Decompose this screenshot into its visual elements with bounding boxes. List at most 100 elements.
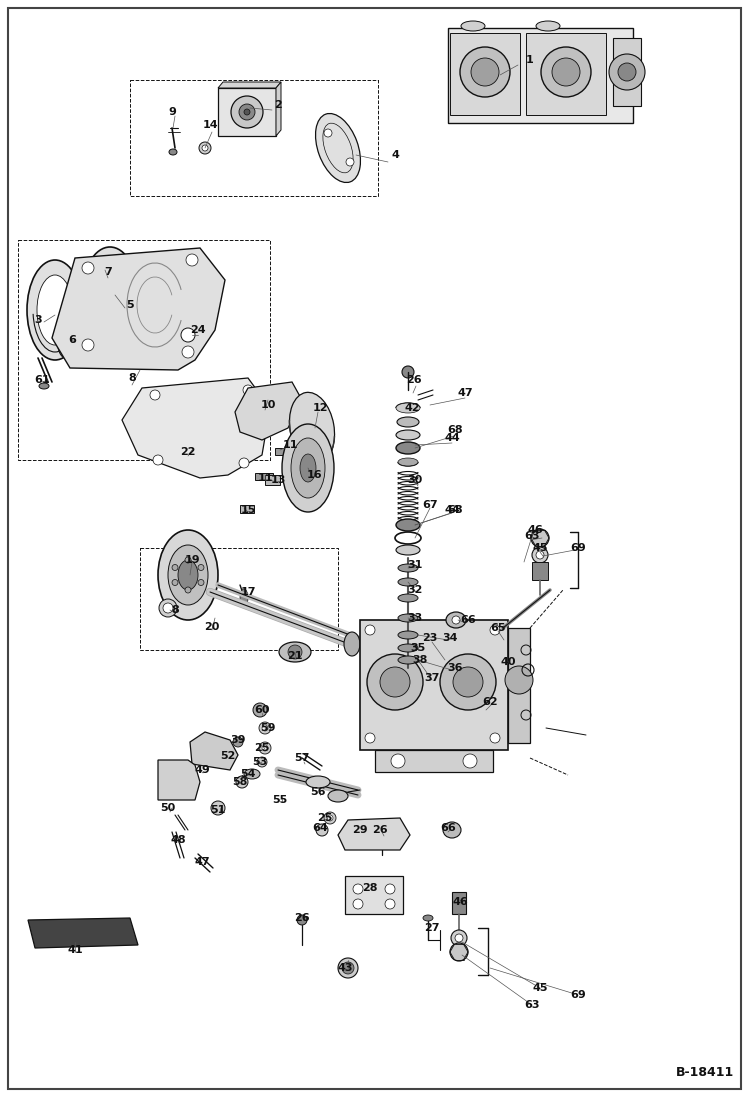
Ellipse shape [300,454,316,482]
Ellipse shape [315,113,360,182]
Circle shape [531,529,549,547]
Text: 68: 68 [447,425,463,436]
Circle shape [243,385,253,395]
Circle shape [365,625,375,635]
Text: 61: 61 [34,375,50,385]
Bar [275,448,293,455]
Circle shape [453,667,483,697]
Circle shape [259,742,271,754]
Circle shape [262,745,268,751]
Ellipse shape [82,247,138,343]
Text: 63: 63 [524,531,540,541]
Polygon shape [158,760,200,800]
Circle shape [186,255,198,265]
Circle shape [257,757,267,767]
Ellipse shape [291,438,325,498]
Circle shape [288,645,302,659]
Bar [255,473,273,480]
Circle shape [440,654,496,710]
Circle shape [182,346,194,358]
Circle shape [402,366,414,378]
Text: 5: 5 [126,299,134,310]
Bar [218,88,276,136]
Text: 8: 8 [171,606,179,615]
Circle shape [490,625,500,635]
Text: 2: 2 [274,100,282,110]
Ellipse shape [398,578,418,586]
Ellipse shape [398,459,418,466]
Text: 33: 33 [407,613,422,623]
Text: 69: 69 [570,989,586,1000]
Circle shape [236,776,248,788]
Text: 6: 6 [68,335,76,344]
Ellipse shape [39,383,49,389]
Text: 58: 58 [232,777,248,787]
Text: 11: 11 [257,473,273,483]
Text: 25: 25 [255,743,270,753]
Text: 41: 41 [67,945,83,955]
Circle shape [198,565,204,570]
Ellipse shape [344,632,360,656]
Ellipse shape [100,275,120,315]
Text: 15: 15 [240,505,255,514]
Bar [613,38,641,106]
Ellipse shape [443,822,461,838]
Text: 46: 46 [527,525,543,535]
Text: 22: 22 [181,446,195,457]
Text: 20: 20 [204,622,219,632]
Text: 48: 48 [170,835,186,845]
Ellipse shape [37,275,73,344]
Text: 9: 9 [168,108,176,117]
Text: 26: 26 [372,825,388,835]
Text: 1: 1 [526,55,534,65]
Circle shape [211,801,225,815]
Circle shape [324,812,336,824]
Ellipse shape [306,776,330,788]
Text: 53: 53 [252,757,267,767]
Text: 26: 26 [406,375,422,385]
Text: 44: 44 [444,433,460,443]
Circle shape [536,551,544,559]
Ellipse shape [289,393,335,464]
Ellipse shape [536,21,560,31]
Text: 65: 65 [491,623,506,633]
Ellipse shape [461,21,485,31]
Text: 29: 29 [352,825,368,835]
Circle shape [353,900,363,909]
Text: 64: 64 [312,823,328,833]
Bar [345,877,403,914]
Circle shape [451,930,467,946]
Ellipse shape [396,403,420,412]
Circle shape [391,754,405,768]
Circle shape [259,722,271,734]
Circle shape [552,58,580,86]
Circle shape [367,654,423,710]
Circle shape [233,737,243,747]
Text: 69: 69 [570,543,586,553]
Bar [240,505,254,513]
Ellipse shape [279,642,311,661]
Circle shape [338,958,358,979]
Text: 24: 24 [190,325,206,335]
Text: 45: 45 [533,983,548,993]
Circle shape [181,328,195,342]
Circle shape [452,617,460,624]
Ellipse shape [398,631,418,638]
Text: 50: 50 [160,803,175,813]
Text: 68: 68 [447,505,463,514]
Text: 36: 36 [447,663,463,672]
Circle shape [385,900,395,909]
Text: 52: 52 [220,751,236,761]
Text: 17: 17 [240,587,255,597]
Ellipse shape [282,425,334,512]
Text: 62: 62 [482,697,498,706]
Circle shape [297,915,307,925]
Circle shape [198,579,204,586]
Ellipse shape [398,593,418,602]
Bar [526,33,606,115]
Circle shape [82,339,94,351]
Ellipse shape [158,530,218,620]
Text: 4: 4 [391,150,399,160]
Text: 63: 63 [524,1000,540,1010]
Text: 66: 66 [460,615,476,625]
